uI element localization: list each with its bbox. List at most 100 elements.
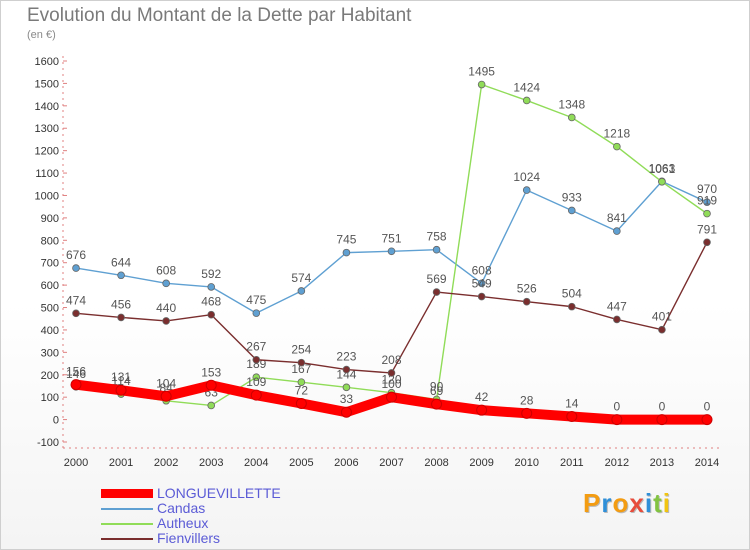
data-point [70, 379, 82, 391]
data-label: 440 [156, 301, 176, 315]
data-label: 1063 [649, 161, 676, 175]
data-label: 456 [111, 297, 131, 311]
data-label: 758 [427, 230, 447, 244]
data-point [340, 406, 352, 418]
data-label: 131 [111, 370, 131, 384]
data-label: 14 [565, 396, 579, 410]
x-tick-label: 2012 [605, 457, 629, 469]
logo-letter: x [629, 488, 645, 518]
y-tick-label: 1400 [35, 101, 59, 113]
data-label: 109 [246, 375, 266, 389]
data-label: 549 [472, 277, 492, 291]
data-point [162, 279, 170, 288]
data-label: 0 [659, 400, 666, 414]
y-tick-label: 600 [41, 280, 59, 292]
data-label: 592 [201, 267, 221, 281]
data-label: 146 [66, 367, 86, 381]
data-label: 167 [291, 362, 311, 376]
y-tick-label: 1300 [35, 123, 59, 135]
data-label: 0 [614, 400, 621, 414]
data-point [117, 271, 125, 280]
data-label: 153 [201, 365, 221, 379]
data-point [701, 414, 713, 426]
data-point [252, 373, 261, 382]
data-label: 504 [562, 287, 582, 301]
data-point [658, 325, 666, 334]
legend-label: Candas [157, 500, 206, 516]
data-label: 100 [381, 377, 401, 391]
legend-label: Fienvillers [157, 530, 221, 546]
data-label: 28 [520, 393, 534, 407]
data-label: 569 [427, 272, 447, 286]
data-label: 0 [704, 400, 711, 414]
y-tick-label: -100 [37, 437, 59, 449]
data-label: 919 [697, 194, 717, 208]
data-point [613, 315, 621, 324]
data-point [431, 398, 443, 410]
data-label: 69 [430, 384, 444, 398]
legend-swatch [101, 538, 153, 540]
data-label: 120 [381, 373, 401, 387]
data-point [295, 397, 307, 409]
data-point [72, 309, 80, 318]
x-tick-label: 2004 [244, 457, 268, 469]
data-point [432, 245, 441, 254]
data-label: 1495 [468, 65, 495, 79]
data-point [566, 410, 578, 422]
data-point [297, 358, 306, 367]
legend-label: Autheux [157, 515, 209, 531]
data-point [115, 384, 127, 396]
data-label: 608 [156, 263, 176, 277]
y-tick-label: 100 [41, 392, 59, 404]
data-point [162, 317, 170, 325]
data-label: 1218 [604, 127, 631, 141]
data-point [476, 404, 488, 416]
x-tick-label: 2002 [154, 457, 178, 469]
data-point [386, 391, 397, 403]
x-tick-label: 2006 [334, 457, 358, 469]
data-point [252, 309, 261, 317]
logo-letter: i [662, 488, 671, 518]
data-label: 644 [111, 255, 131, 269]
data-point [160, 390, 172, 402]
y-tick-label: 700 [41, 258, 59, 270]
logo-letter: P [583, 488, 602, 518]
x-tick-label: 2005 [289, 457, 313, 469]
y-tick-label: 400 [41, 325, 59, 337]
y-tick-label: 1000 [35, 190, 59, 202]
x-tick-label: 2010 [514, 457, 538, 469]
data-label: 970 [697, 182, 717, 196]
data-label: 1024 [513, 170, 540, 184]
data-label: 1348 [558, 97, 585, 111]
data-label: 933 [562, 190, 582, 204]
data-point [477, 80, 486, 89]
data-point [342, 365, 351, 374]
y-tick-label: 1200 [35, 146, 59, 158]
data-point [387, 369, 396, 377]
data-label: 676 [66, 248, 86, 262]
data-point [522, 186, 531, 194]
y-tick-label: 200 [41, 370, 59, 382]
chart-subtitle: (en €) [27, 29, 56, 41]
data-label: 90 [430, 379, 444, 393]
data-label: 223 [336, 350, 356, 364]
legend-swatch [101, 489, 153, 498]
y-tick-label: 1500 [35, 78, 59, 90]
data-point [250, 389, 262, 401]
legend-label: LONGUEVILLETTE [157, 485, 281, 501]
logo-letter: t [653, 488, 663, 518]
data-label: 526 [517, 282, 537, 296]
data-label: 447 [607, 299, 627, 313]
data-point [567, 113, 576, 122]
data-label: 841 [607, 211, 627, 225]
data-label: 254 [291, 343, 311, 357]
data-point [342, 383, 351, 392]
data-point [207, 283, 216, 291]
data-label: 468 [201, 295, 221, 309]
legend-swatch [101, 508, 153, 510]
data-point [342, 248, 351, 257]
x-tick-label: 2011 [560, 457, 584, 469]
x-tick-label: 2007 [379, 457, 403, 469]
data-point [703, 198, 711, 206]
